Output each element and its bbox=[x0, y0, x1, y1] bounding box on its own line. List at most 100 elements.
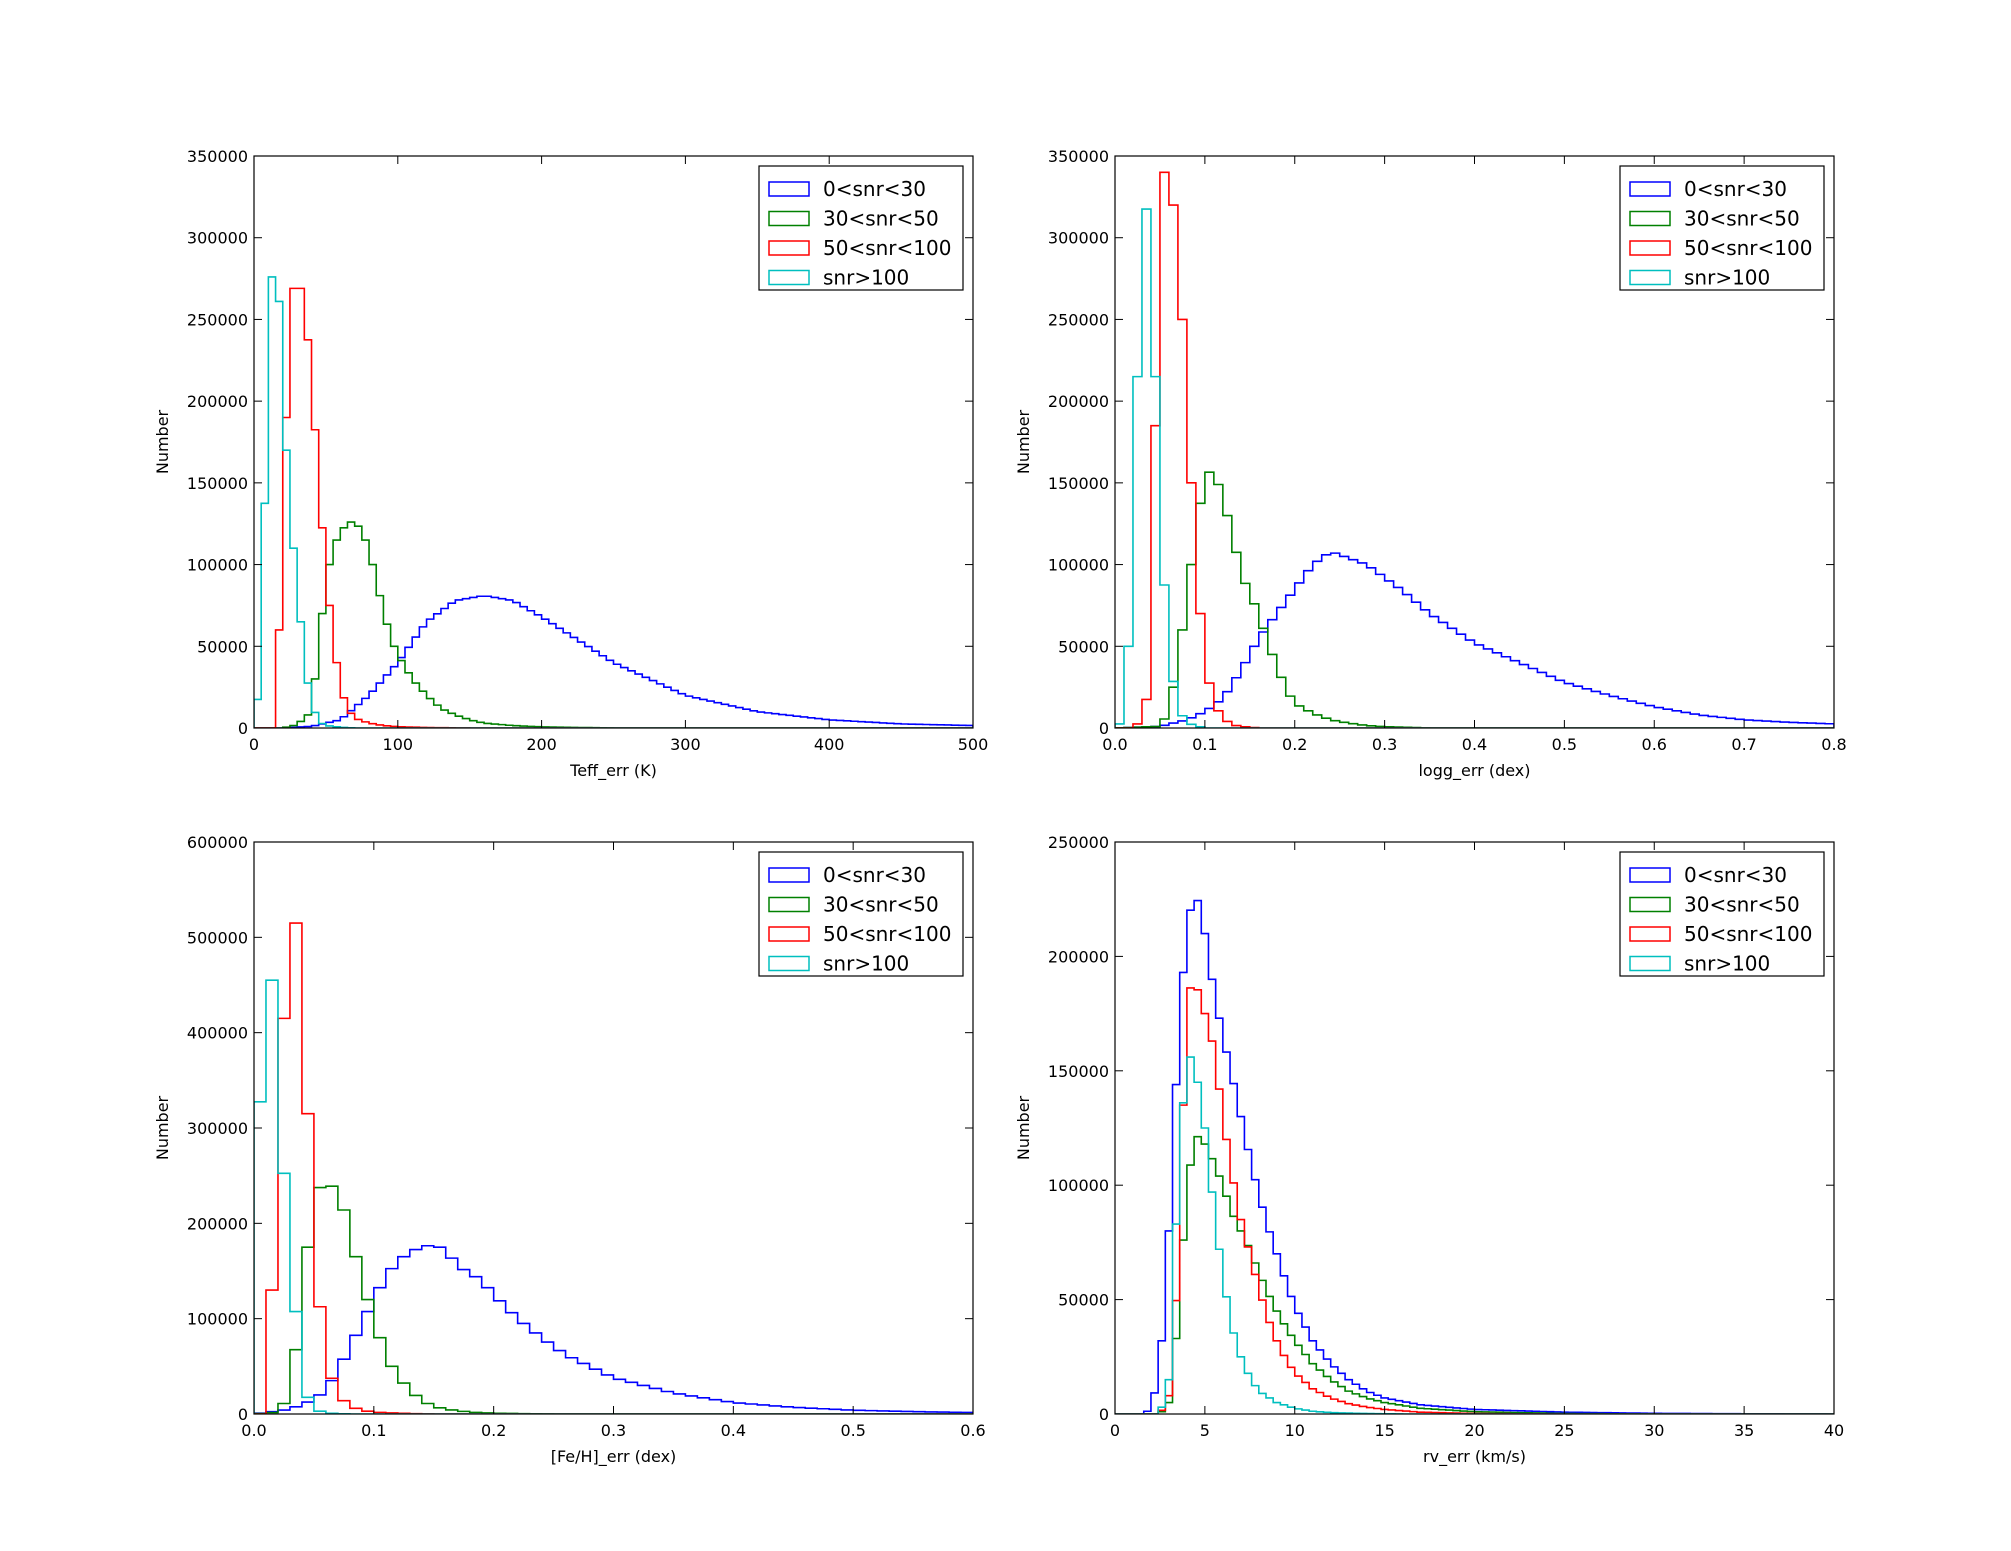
x-tick-label: 0.2 bbox=[481, 1421, 506, 1440]
x-tick-label: 0.3 bbox=[1372, 735, 1397, 754]
x-tick-label: 20 bbox=[1464, 1421, 1484, 1440]
y-tick-label: 0 bbox=[1099, 719, 1109, 738]
legend-entry: snr>100 bbox=[1684, 952, 1770, 976]
x-tick-label: 15 bbox=[1374, 1421, 1394, 1440]
legend-entry: 30<snr<50 bbox=[1684, 207, 1800, 231]
y-tick-label: 250000 bbox=[187, 310, 248, 329]
legend-swatch bbox=[768, 867, 810, 883]
histogram-series-4 bbox=[254, 276, 973, 728]
legend-entry: snr>100 bbox=[823, 952, 909, 976]
legend-swatch bbox=[1629, 926, 1671, 942]
legend-entry: 50<snr<100 bbox=[1684, 922, 1812, 946]
x-tick-label: 0.8 bbox=[1821, 735, 1846, 754]
panel-2: 0.0 0.1 0.2 0.3 0.4 0.5 0.6 0.7 0.8 0 50000 100000 1… bbox=[1014, 147, 1847, 781]
y-tick-label: 100000 bbox=[187, 556, 248, 575]
legend-swatch bbox=[1629, 181, 1671, 197]
y-tick-label: 0 bbox=[238, 719, 248, 738]
legend-entry: 0<snr<30 bbox=[1684, 177, 1787, 201]
x-tick-label: 0.7 bbox=[1731, 735, 1756, 754]
x-tick-label: 0.1 bbox=[361, 1421, 386, 1440]
panel-4: 0 5 10 15 20 25 30 35 40 0 50000 100000 150000 200000… bbox=[1014, 833, 1844, 1467]
x-tick-label: 0.1 bbox=[1192, 735, 1217, 754]
x-tick-label: 200 bbox=[526, 735, 557, 754]
x-tick-label: 0 bbox=[1110, 1421, 1120, 1440]
y-tick-label: 400000 bbox=[187, 1024, 248, 1043]
y-tick-label: 50000 bbox=[1058, 1291, 1109, 1310]
y-tick-label: 150000 bbox=[1048, 1062, 1109, 1081]
y-tick-label: 350000 bbox=[187, 147, 248, 166]
legend: 0<snr<30 30<snr<50 50<snr<100 snr>100 bbox=[758, 165, 964, 291]
legend-entry: 0<snr<30 bbox=[1684, 863, 1787, 887]
legend-swatch bbox=[768, 181, 810, 197]
y-tick-label: 0 bbox=[1099, 1405, 1109, 1424]
x-tick-label: 400 bbox=[814, 735, 845, 754]
y-tick-label: 200000 bbox=[187, 392, 248, 411]
x-tick-label: 0.0 bbox=[241, 1421, 266, 1440]
legend-entry: snr>100 bbox=[1684, 266, 1770, 290]
legend-swatch bbox=[768, 926, 810, 942]
panel-1: 0 100 200 300 400 500 0 50000 100000 150000 200000… bbox=[153, 147, 988, 781]
legend-swatch bbox=[1629, 896, 1671, 913]
series-group bbox=[1115, 171, 1834, 728]
legend-entry: 0<snr<30 bbox=[823, 863, 926, 887]
histogram-series-3 bbox=[254, 922, 973, 1414]
legend-swatch bbox=[1629, 955, 1671, 972]
y-tick-label: 350000 bbox=[1048, 147, 1109, 166]
legend-entry: 0<snr<30 bbox=[823, 177, 926, 201]
y-tick-label: 250000 bbox=[1048, 310, 1109, 329]
x-tick-label: 0.6 bbox=[960, 1421, 985, 1440]
x-tick-label: 0.0 bbox=[1102, 735, 1127, 754]
y-tick-label: 500000 bbox=[187, 928, 248, 947]
x-tick-label: 25 bbox=[1554, 1421, 1574, 1440]
y-tick-label: 0 bbox=[238, 1405, 248, 1424]
legend-entry: 50<snr<100 bbox=[823, 922, 951, 946]
x-tick-label: 30 bbox=[1644, 1421, 1664, 1440]
y-tick-label: 150000 bbox=[187, 474, 248, 493]
x-axis-label: rv_err (km/s) bbox=[1423, 1447, 1526, 1467]
legend-swatch bbox=[768, 269, 810, 286]
y-axis-label: Number bbox=[1014, 409, 1033, 474]
y-tick-label: 200000 bbox=[1048, 392, 1109, 411]
legend-swatch bbox=[768, 210, 810, 227]
legend: 0<snr<30 30<snr<50 50<snr<100 snr>100 bbox=[1619, 851, 1825, 977]
x-tick-label: 0.5 bbox=[1552, 735, 1577, 754]
x-tick-label: 100 bbox=[383, 735, 414, 754]
y-tick-label: 300000 bbox=[187, 1119, 248, 1138]
legend-swatch bbox=[768, 896, 810, 913]
x-tick-label: 0.4 bbox=[1462, 735, 1487, 754]
histogram-series-4 bbox=[1115, 208, 1834, 728]
legend-swatch bbox=[1629, 240, 1671, 256]
y-axis-label: Number bbox=[153, 409, 172, 474]
panel-3: 0.0 0.1 0.2 0.3 0.4 0.5 0.6 0 100000 200000 300000… bbox=[153, 833, 986, 1467]
x-tick-label: 35 bbox=[1734, 1421, 1754, 1440]
y-tick-label: 300000 bbox=[1048, 229, 1109, 248]
axes-frame bbox=[253, 155, 974, 729]
histogram-series-2 bbox=[1115, 471, 1834, 728]
x-tick-label: 0 bbox=[249, 735, 259, 754]
y-tick-label: 150000 bbox=[1048, 474, 1109, 493]
series-group bbox=[1115, 899, 1834, 1414]
x-axis-label: Teff_err (K) bbox=[569, 761, 657, 781]
y-tick-label: 300000 bbox=[187, 229, 248, 248]
legend-swatch bbox=[1629, 269, 1671, 286]
x-tick-label: 0.6 bbox=[1642, 735, 1667, 754]
y-tick-label: 100000 bbox=[1048, 1176, 1109, 1195]
legend-entry: 50<snr<100 bbox=[1684, 236, 1812, 260]
legend: 0<snr<30 30<snr<50 50<snr<100 snr>100 bbox=[1619, 165, 1825, 291]
series-group bbox=[254, 922, 973, 1414]
legend-swatch bbox=[1629, 210, 1671, 227]
y-axis-label: Number bbox=[1014, 1095, 1033, 1160]
y-tick-label: 50000 bbox=[1058, 637, 1109, 656]
x-tick-label: 40 bbox=[1824, 1421, 1844, 1440]
y-tick-label: 50000 bbox=[197, 637, 248, 656]
x-tick-label: 5 bbox=[1200, 1421, 1210, 1440]
legend-swatch bbox=[1629, 867, 1671, 883]
legend-swatch bbox=[768, 240, 810, 256]
legend-entry: 50<snr<100 bbox=[823, 236, 951, 260]
histogram-series-1 bbox=[254, 595, 973, 728]
histogram-series-3 bbox=[1115, 987, 1834, 1414]
y-tick-label: 200000 bbox=[187, 1214, 248, 1233]
x-tick-label: 0.3 bbox=[601, 1421, 626, 1440]
x-tick-label: 0.2 bbox=[1282, 735, 1307, 754]
